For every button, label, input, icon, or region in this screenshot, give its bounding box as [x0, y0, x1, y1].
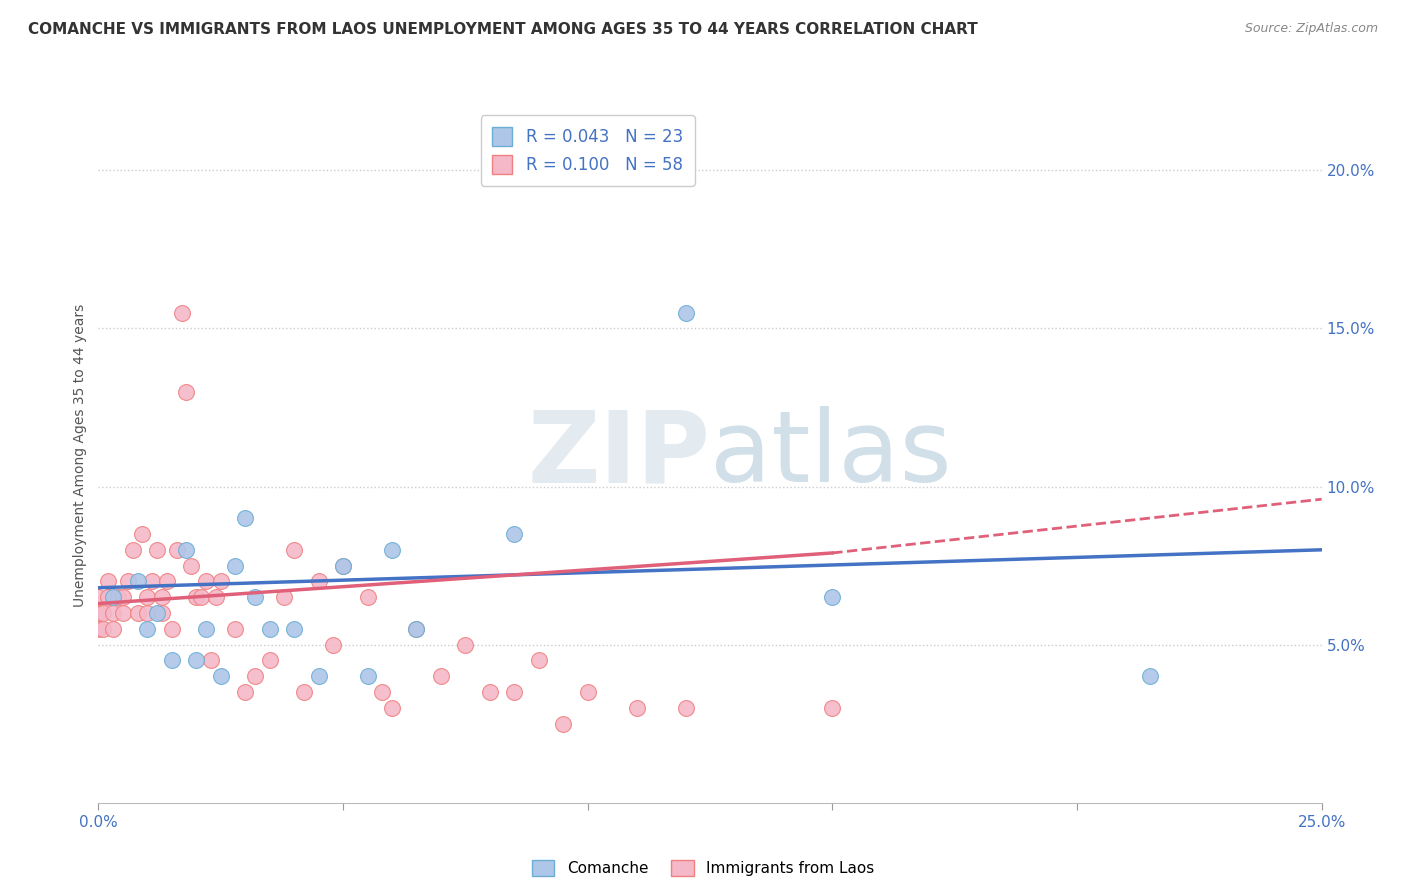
- Point: [97, 574, 120, 589]
- Y-axis label: Unemployment Among Ages 35 to 44 years: Unemployment Among Ages 35 to 44 years: [73, 303, 87, 607]
- Point: [117, 574, 139, 589]
- Point: [195, 574, 218, 589]
- Text: atlas: atlas: [710, 407, 952, 503]
- Point: [675, 701, 697, 715]
- Point: [224, 558, 246, 573]
- Point: [136, 606, 159, 620]
- Point: [205, 591, 228, 605]
- Point: [150, 591, 173, 605]
- Point: [111, 591, 134, 605]
- Point: [101, 591, 124, 605]
- Point: [136, 591, 159, 605]
- Point: [283, 622, 305, 636]
- Point: [209, 574, 232, 589]
- Point: [273, 591, 295, 605]
- Text: COMANCHE VS IMMIGRANTS FROM LAOS UNEMPLOYMENT AMONG AGES 35 TO 44 YEARS CORRELAT: COMANCHE VS IMMIGRANTS FROM LAOS UNEMPLO…: [28, 22, 977, 37]
- Point: [454, 638, 477, 652]
- Point: [356, 669, 378, 683]
- Point: [146, 542, 169, 557]
- Point: [195, 622, 218, 636]
- Point: [101, 622, 124, 636]
- Point: [332, 558, 354, 573]
- Text: Source: ZipAtlas.com: Source: ZipAtlas.com: [1244, 22, 1378, 36]
- Text: ZIP: ZIP: [527, 407, 710, 503]
- Point: [503, 527, 526, 541]
- Point: [1139, 669, 1161, 683]
- Point: [121, 542, 143, 557]
- Point: [356, 591, 378, 605]
- Point: [209, 669, 232, 683]
- Point: [308, 669, 330, 683]
- Point: [224, 622, 246, 636]
- Point: [675, 305, 697, 319]
- Point: [243, 669, 266, 683]
- Point: [160, 653, 183, 667]
- Point: [166, 542, 188, 557]
- Point: [87, 591, 110, 605]
- Point: [91, 622, 114, 636]
- Point: [127, 574, 149, 589]
- Point: [503, 685, 526, 699]
- Point: [91, 606, 114, 620]
- Point: [233, 685, 256, 699]
- Point: [150, 606, 173, 620]
- Point: [176, 542, 198, 557]
- Point: [136, 622, 159, 636]
- Point: [308, 574, 330, 589]
- Point: [190, 591, 212, 605]
- Point: [405, 622, 427, 636]
- Point: [170, 305, 193, 319]
- Point: [160, 622, 183, 636]
- Point: [381, 701, 404, 715]
- Point: [200, 653, 222, 667]
- Point: [527, 653, 550, 667]
- Point: [553, 716, 575, 731]
- Point: [97, 591, 120, 605]
- Point: [322, 638, 344, 652]
- Point: [283, 542, 305, 557]
- Point: [371, 685, 394, 699]
- Legend: R = 0.043   N = 23, R = 0.100   N = 58: R = 0.043 N = 23, R = 0.100 N = 58: [481, 115, 695, 186]
- Point: [576, 685, 599, 699]
- Point: [478, 685, 501, 699]
- Point: [87, 622, 110, 636]
- Point: [292, 685, 315, 699]
- Point: [101, 606, 124, 620]
- Legend: Comanche, Immigrants from Laos: Comanche, Immigrants from Laos: [526, 855, 880, 882]
- Point: [180, 558, 202, 573]
- Point: [332, 558, 354, 573]
- Point: [131, 527, 153, 541]
- Point: [405, 622, 427, 636]
- Point: [233, 511, 256, 525]
- Point: [243, 591, 266, 605]
- Point: [107, 591, 129, 605]
- Point: [87, 606, 110, 620]
- Point: [259, 653, 281, 667]
- Point: [156, 574, 179, 589]
- Point: [821, 701, 844, 715]
- Point: [259, 622, 281, 636]
- Point: [146, 606, 169, 620]
- Point: [111, 606, 134, 620]
- Point: [821, 591, 844, 605]
- Point: [141, 574, 163, 589]
- Point: [127, 606, 149, 620]
- Point: [626, 701, 648, 715]
- Point: [430, 669, 453, 683]
- Point: [176, 384, 198, 399]
- Point: [186, 591, 208, 605]
- Point: [186, 653, 208, 667]
- Point: [381, 542, 404, 557]
